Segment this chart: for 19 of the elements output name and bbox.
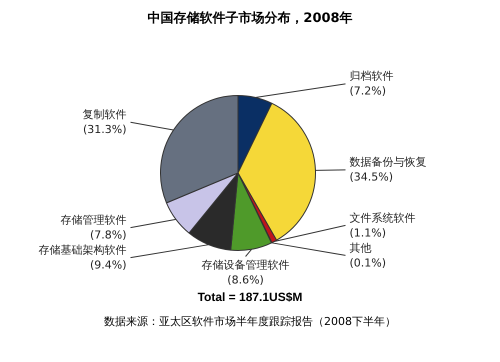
slice-label: 存储设备管理软件 <box>202 258 290 272</box>
slice-label: 数据备份与恢复 <box>350 156 426 169</box>
data-label: (31.3%) <box>82 123 126 136</box>
data-label: (7.2%) <box>350 84 386 98</box>
data-label: (1.1%) <box>350 226 386 240</box>
slice-label: 文件系统软件 <box>350 211 416 224</box>
text: Total = 187.1US$M <box>196 290 304 304</box>
source-note: 数据来源：亚太区软件市场半年度跟踪报告（2008下半年） <box>103 314 397 329</box>
slice-label: 归档软件 <box>350 70 394 83</box>
slice-label: 存储基础架构软件 <box>38 244 126 257</box>
slice-label: 存储管理软件 <box>60 214 126 227</box>
data-label: (8.6%) <box>227 273 264 286</box>
data-label: (0.1%) <box>350 256 386 270</box>
slice-label: 复制软件 <box>82 108 126 122</box>
chart-title: 中国存储软件子市场分布，2008年 <box>146 10 354 27</box>
data-label: (7.8%) <box>90 228 126 242</box>
data-label: (34.5%) <box>350 170 394 184</box>
data-label: (9.4%) <box>90 258 126 272</box>
slice-label: 其他 <box>350 241 372 254</box>
